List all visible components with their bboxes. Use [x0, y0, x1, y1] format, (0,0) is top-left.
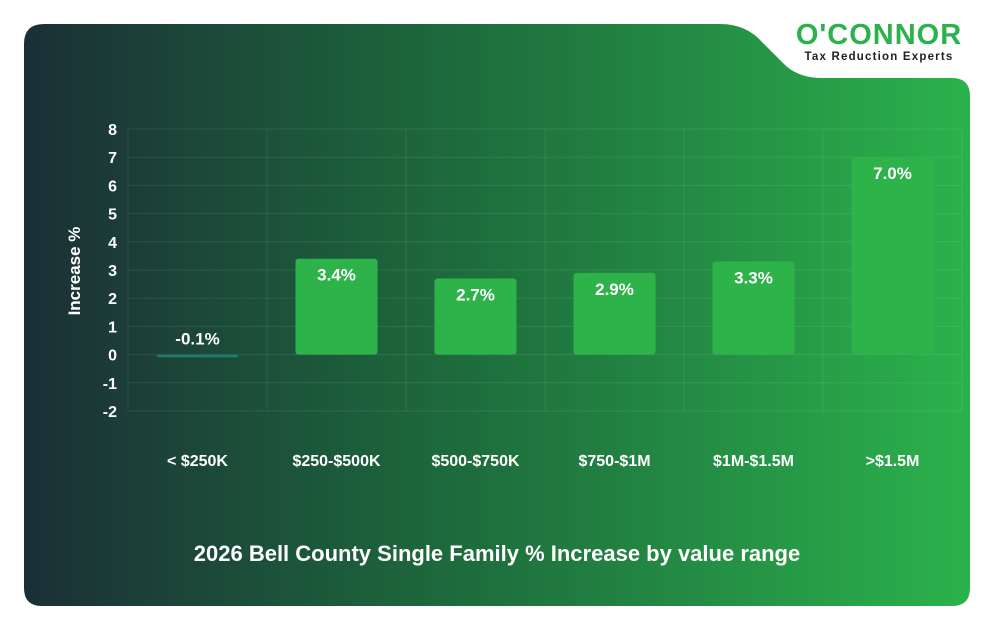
- y-tick-label: 7: [108, 150, 117, 167]
- x-tick-label: $250-$500K: [292, 453, 381, 470]
- bar: [295, 258, 378, 355]
- chart-title: 2026 Bell County Single Family % Increas…: [193, 541, 801, 566]
- y-tick-label: 2: [108, 291, 117, 308]
- y-tick-label: 5: [108, 207, 117, 224]
- y-tick-label: 0: [108, 348, 117, 365]
- x-tick-label: >$1.5M: [866, 453, 920, 470]
- x-tick-label: $750-$1M: [578, 453, 650, 470]
- grid-layer: [127, 128, 963, 412]
- y-tick-label: -2: [103, 404, 117, 421]
- y-tick-label: 1: [108, 319, 117, 336]
- x-tick-label: < $250K: [167, 453, 228, 470]
- brand-name: O'CONNOR: [795, 19, 963, 51]
- bar: [851, 157, 934, 355]
- bar: [156, 354, 239, 358]
- data-label: 7.0%: [873, 164, 912, 183]
- bar: [712, 261, 795, 355]
- data-label: -0.1%: [175, 330, 219, 349]
- y-tick-label: 4: [108, 235, 117, 252]
- data-label: 2.9%: [595, 280, 634, 299]
- label-layer: 8 7 6 5 4 3 2 1 0 -1 -2 -0.1% < $250K 3.4% $250-$500K 2…: [103, 122, 920, 470]
- bar: [573, 272, 656, 355]
- x-tick-label: $500-$750K: [431, 453, 520, 470]
- bar: [434, 278, 517, 355]
- x-tick-label: $1M-$1.5M: [713, 453, 794, 470]
- data-label: 2.7%: [456, 285, 495, 304]
- y-tick-label: 6: [108, 178, 117, 195]
- brand-logo: O'CONNOR Tax Reduction Experts: [784, 20, 974, 64]
- data-label: 3.4%: [317, 266, 356, 285]
- bar-layer: [156, 157, 934, 358]
- y-axis-title: Increase %: [65, 227, 84, 316]
- y-tick-label: 8: [108, 122, 117, 139]
- y-tick-label: 3: [108, 263, 117, 280]
- data-label: 3.3%: [734, 269, 773, 288]
- y-tick-label: -1: [103, 376, 117, 393]
- brand-tagline: Tax Reduction Experts: [804, 51, 954, 63]
